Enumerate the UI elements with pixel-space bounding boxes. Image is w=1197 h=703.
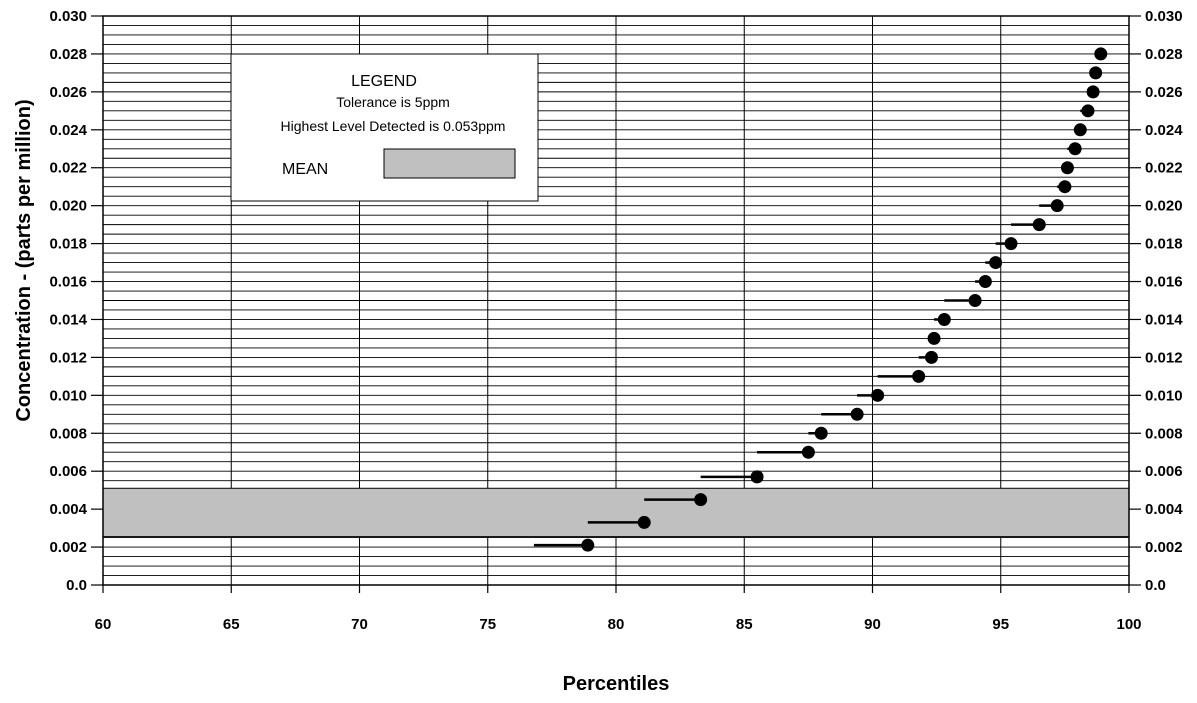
- data-point: [1050, 199, 1064, 213]
- y-tick-label-left: 0.016: [49, 274, 87, 291]
- x-tick-label: 75: [479, 616, 496, 633]
- y-tick-label-right: 0.006: [1145, 463, 1183, 480]
- data-point: [850, 407, 864, 421]
- data-point: [978, 275, 992, 289]
- data-point: [1086, 85, 1100, 99]
- y-tick-label-right: 0.010: [1145, 387, 1183, 404]
- y-tick-label-right: 0.016: [1145, 274, 1183, 291]
- y-tick-label-left: 0.022: [49, 160, 87, 177]
- y-tick-label-right: 0.014: [1145, 311, 1183, 328]
- x-tick-label: 100: [1116, 616, 1141, 633]
- x-tick-label: 70: [351, 616, 368, 633]
- data-point: [1073, 123, 1087, 137]
- x-axis-title: Percentiles: [563, 673, 670, 695]
- y-tick-label-left: 0.010: [49, 387, 87, 404]
- data-point: [989, 256, 1003, 270]
- data-point: [694, 493, 708, 507]
- data-point: [581, 538, 595, 552]
- y-tick-label-left: 0.028: [49, 46, 87, 63]
- x-tick-label: 65: [223, 616, 240, 633]
- y-tick-label-left: 0.014: [49, 311, 87, 328]
- y-tick-label-right: 0.030: [1145, 8, 1183, 25]
- y-tick-label-left: 0.012: [49, 349, 87, 366]
- data-point: [927, 331, 941, 345]
- data-point: [1068, 142, 1082, 156]
- x-tick-label: 95: [992, 616, 1009, 633]
- data-point: [637, 515, 651, 529]
- data-point: [1004, 237, 1018, 251]
- x-tick-label: 90: [864, 616, 881, 633]
- data-point: [801, 445, 815, 459]
- mean-band-layer: [102, 487, 1130, 538]
- y-tick-label-right: 0.0: [1145, 577, 1166, 594]
- x-tick-label: 80: [608, 616, 625, 633]
- data-point: [1058, 180, 1072, 194]
- legend-line: Tolerance is 5ppm: [336, 94, 450, 110]
- data-point: [871, 388, 885, 402]
- legend-mean-label: MEAN: [282, 161, 328, 178]
- data-point: [1089, 66, 1103, 80]
- y-tick-label-right: 0.026: [1145, 84, 1183, 101]
- data-point: [924, 350, 938, 364]
- y-tick-label-left: 0.030: [49, 8, 87, 25]
- y-tick-label-left: 0.006: [49, 463, 87, 480]
- data-point: [912, 369, 926, 383]
- legend-line: Highest Level Detected is 0.053ppm: [281, 118, 506, 134]
- y-tick-label-right: 0.004: [1145, 501, 1183, 518]
- data-point: [968, 294, 982, 307]
- data-point: [814, 426, 828, 440]
- x-tick-label: 85: [736, 616, 753, 633]
- y-tick-label-left: 0.020: [49, 198, 87, 215]
- axis-ticks: 0.0 0.0 0.002 0.002 0.004 0.004 0.006 0.006 0.00…: [49, 8, 1183, 633]
- y-tick-label-left: 0.026: [49, 84, 87, 101]
- x-tick-label: 60: [95, 616, 112, 633]
- y-tick-label-right: 0.024: [1145, 122, 1183, 139]
- data-point: [937, 312, 951, 326]
- data-point: [1094, 47, 1108, 61]
- y-tick-label-left: 0.008: [49, 425, 87, 442]
- legend-mean-swatch: [383, 148, 516, 179]
- data-points: [533, 47, 1108, 552]
- data-point: [1060, 161, 1074, 175]
- y-tick-label-right: 0.020: [1145, 198, 1183, 215]
- y-tick-label-right: 0.002: [1145, 539, 1183, 556]
- y-tick-label-right: 0.012: [1145, 349, 1183, 366]
- legend: LEGEND Tolerance is 5ppm Highest Level Det…: [230, 53, 539, 202]
- y-tick-label-right: 0.018: [1145, 236, 1183, 253]
- y-tick-label-left: 0.002: [49, 539, 87, 556]
- y-tick-label-left: 0.004: [49, 501, 87, 518]
- y-tick-label-right: 0.028: [1145, 46, 1183, 63]
- y-tick-label-left: 0.018: [49, 236, 87, 253]
- y-tick-label-left: 0.0: [66, 577, 87, 594]
- y-tick-label-right: 0.008: [1145, 425, 1183, 442]
- legend-title: LEGEND: [351, 73, 417, 90]
- y-axis-title: Concentration - (parts per million): [13, 99, 35, 421]
- data-point: [1081, 104, 1095, 118]
- data-point: [750, 470, 764, 484]
- mean-band: [102, 487, 1130, 538]
- y-tick-label-left: 0.024: [49, 122, 87, 139]
- data-point: [1032, 218, 1046, 232]
- y-tick-label-right: 0.022: [1145, 160, 1183, 177]
